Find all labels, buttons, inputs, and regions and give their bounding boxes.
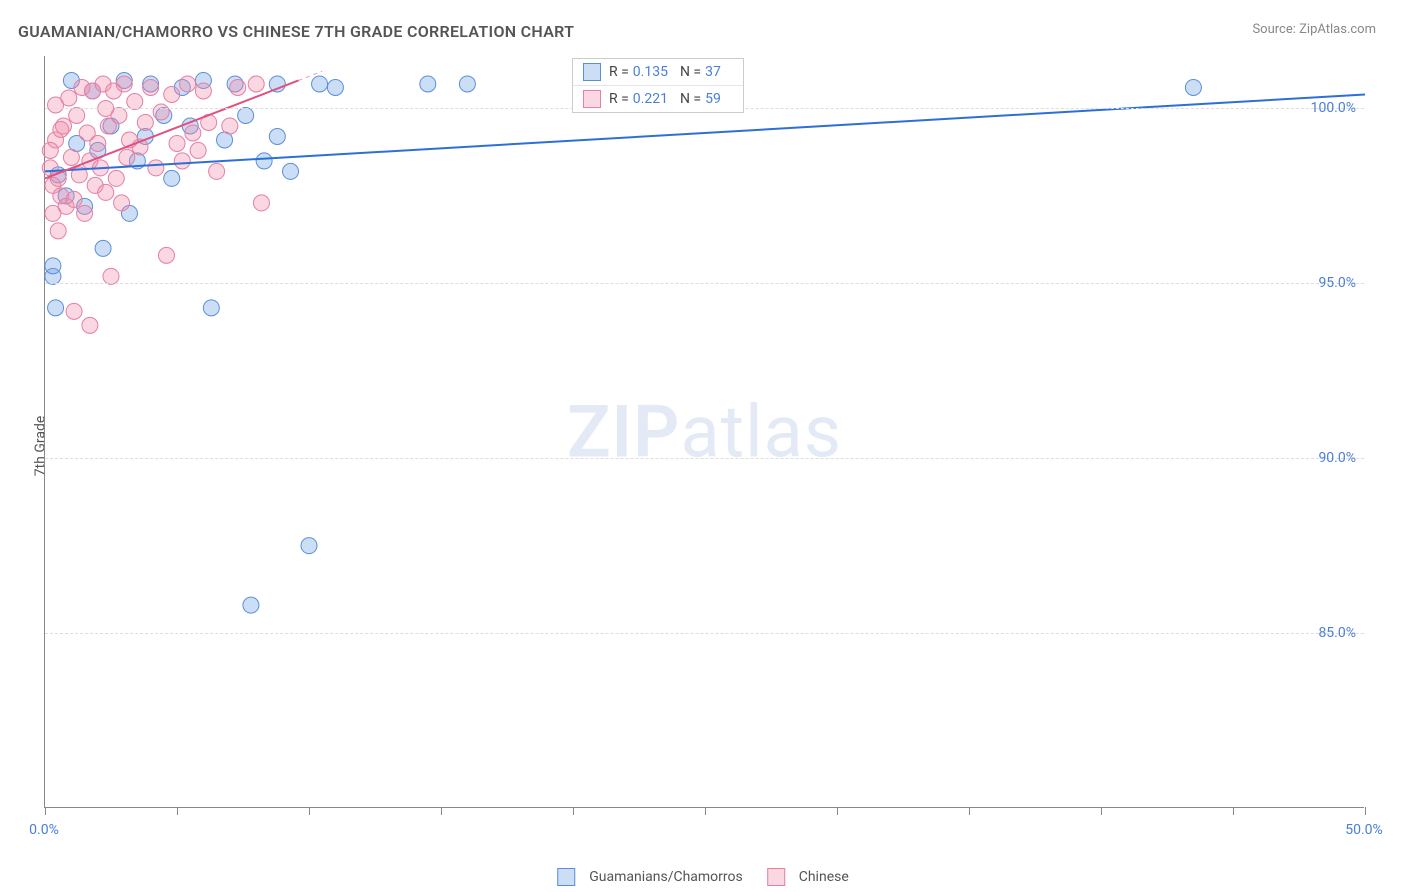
data-point bbox=[253, 195, 269, 211]
data-point bbox=[158, 247, 174, 263]
chart-svg bbox=[45, 56, 1364, 807]
data-point bbox=[238, 107, 254, 123]
source-attribution: Source: ZipAtlas.com bbox=[1252, 22, 1376, 37]
data-point bbox=[69, 107, 85, 123]
data-point bbox=[1185, 79, 1201, 95]
y-tick-label: 100.0% bbox=[1311, 100, 1356, 116]
data-point bbox=[82, 317, 98, 333]
y-tick-label: 90.0% bbox=[1318, 450, 1356, 466]
data-point bbox=[180, 76, 196, 92]
data-point bbox=[420, 76, 436, 92]
legend-swatch bbox=[583, 90, 601, 108]
data-point bbox=[48, 300, 64, 316]
data-point bbox=[164, 86, 180, 102]
x-tick bbox=[441, 807, 442, 815]
data-point bbox=[148, 160, 164, 176]
data-point bbox=[312, 76, 328, 92]
data-point bbox=[195, 83, 211, 99]
x-tick bbox=[309, 807, 310, 815]
data-point bbox=[209, 163, 225, 179]
data-point bbox=[459, 76, 475, 92]
n-value: 59 bbox=[705, 91, 721, 107]
data-point bbox=[137, 114, 153, 130]
data-point bbox=[50, 223, 66, 239]
data-point bbox=[190, 142, 206, 158]
legend-item: Chinese bbox=[767, 868, 849, 886]
bottom-legend: Guamanians/Chamorros Chinese bbox=[557, 868, 849, 886]
r-value: 0.221 bbox=[633, 91, 668, 107]
data-point bbox=[174, 153, 190, 169]
data-point bbox=[153, 104, 169, 120]
data-point bbox=[98, 184, 114, 200]
x-tick bbox=[573, 807, 574, 815]
legend-label: Chinese bbox=[799, 869, 849, 885]
x-tick bbox=[177, 807, 178, 815]
grid-line bbox=[45, 633, 1364, 634]
data-point bbox=[269, 128, 285, 144]
data-point bbox=[95, 240, 111, 256]
n-value: 37 bbox=[705, 64, 721, 80]
data-point bbox=[66, 191, 82, 207]
x-tick bbox=[1233, 807, 1234, 815]
data-point bbox=[143, 79, 159, 95]
data-point bbox=[48, 97, 64, 113]
legend-label: Guamanians/Chamorros bbox=[589, 869, 743, 885]
data-point bbox=[119, 149, 135, 165]
n-label: N = bbox=[680, 64, 701, 80]
x-tick-label: 50.0% bbox=[1345, 822, 1383, 838]
legend-swatch bbox=[583, 63, 601, 81]
stats-legend-row: R =0.221 N =59 bbox=[573, 86, 743, 112]
data-point bbox=[53, 121, 69, 137]
source-label: Source: bbox=[1252, 22, 1295, 37]
n-label: N = bbox=[680, 91, 701, 107]
plot-area: ZIPatlas 85.0%90.0%95.0%100.0% bbox=[44, 56, 1364, 808]
x-tick bbox=[45, 807, 46, 815]
data-point bbox=[327, 79, 343, 95]
data-point bbox=[103, 268, 119, 284]
data-point bbox=[114, 195, 130, 211]
data-point bbox=[203, 300, 219, 316]
x-tick-label: 0.0% bbox=[29, 822, 59, 838]
data-point bbox=[283, 163, 299, 179]
data-point bbox=[45, 258, 61, 274]
data-point bbox=[164, 170, 180, 186]
x-tick bbox=[969, 807, 970, 815]
data-point bbox=[230, 79, 246, 95]
data-point bbox=[116, 76, 132, 92]
data-point bbox=[256, 153, 272, 169]
stats-legend: R =0.135 N =37 R =0.221 N =59 bbox=[572, 58, 744, 113]
data-point bbox=[248, 76, 264, 92]
grid-line bbox=[45, 283, 1364, 284]
r-label: R = bbox=[609, 64, 629, 80]
data-point bbox=[108, 170, 124, 186]
legend-item: Guamanians/Chamorros bbox=[557, 868, 743, 886]
chart-title: GUAMANIAN/CHAMORRO VS CHINESE 7TH GRADE … bbox=[18, 22, 574, 41]
data-point bbox=[222, 118, 238, 134]
data-point bbox=[243, 597, 259, 613]
data-point bbox=[45, 205, 61, 221]
x-tick bbox=[1365, 807, 1366, 815]
data-point bbox=[169, 135, 185, 151]
legend-swatch bbox=[767, 868, 785, 886]
data-point bbox=[90, 135, 106, 151]
grid-line bbox=[45, 458, 1364, 459]
r-label: R = bbox=[609, 91, 629, 107]
stats-legend-row: R =0.135 N =37 bbox=[573, 59, 743, 86]
data-point bbox=[301, 538, 317, 554]
data-point bbox=[127, 93, 143, 109]
data-point bbox=[66, 303, 82, 319]
x-tick bbox=[1101, 807, 1102, 815]
data-point bbox=[185, 125, 201, 141]
x-tick bbox=[837, 807, 838, 815]
r-value: 0.135 bbox=[633, 64, 668, 80]
x-tick bbox=[705, 807, 706, 815]
legend-swatch bbox=[557, 868, 575, 886]
y-tick-label: 95.0% bbox=[1318, 275, 1356, 291]
y-tick-label: 85.0% bbox=[1318, 625, 1356, 641]
source-value: ZipAtlas.com bbox=[1299, 22, 1376, 37]
data-point bbox=[77, 205, 93, 221]
data-point bbox=[42, 142, 58, 158]
data-point bbox=[63, 149, 79, 165]
